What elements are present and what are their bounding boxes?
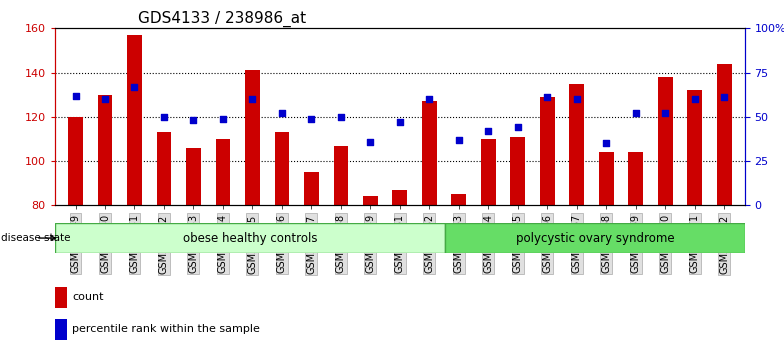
Point: [630, 110, 642, 116]
Bar: [245, 70, 260, 205]
Bar: [599, 152, 614, 205]
Point: [335, 114, 347, 120]
Point: [571, 96, 583, 102]
Bar: [363, 196, 378, 205]
Text: polycystic ovary syndrome: polycystic ovary syndrome: [516, 232, 674, 245]
Point: [129, 84, 141, 90]
Bar: [68, 117, 83, 205]
Point: [305, 116, 318, 121]
Point: [187, 118, 200, 123]
Point: [99, 96, 111, 102]
Point: [276, 110, 289, 116]
Text: count: count: [72, 292, 103, 302]
Bar: [304, 172, 319, 205]
Point: [718, 95, 731, 100]
Bar: [216, 139, 230, 205]
Text: obese healthy controls: obese healthy controls: [183, 232, 317, 245]
Bar: [127, 35, 142, 205]
Point: [482, 128, 495, 134]
Point: [541, 95, 554, 100]
Bar: [157, 132, 172, 205]
Point: [452, 137, 465, 143]
Point: [216, 116, 229, 121]
Point: [659, 110, 671, 116]
Text: disease state: disease state: [2, 233, 71, 243]
Bar: [186, 148, 201, 205]
Bar: [333, 145, 348, 205]
FancyBboxPatch shape: [445, 223, 745, 253]
Point: [158, 114, 170, 120]
Bar: [55, 287, 67, 308]
Text: GDS4133 / 238986_at: GDS4133 / 238986_at: [138, 11, 306, 27]
Point: [688, 96, 701, 102]
Point: [246, 96, 259, 102]
Bar: [628, 152, 643, 205]
Point: [364, 139, 376, 144]
Bar: [393, 190, 407, 205]
Text: percentile rank within the sample: percentile rank within the sample: [72, 324, 260, 334]
Bar: [481, 139, 495, 205]
Bar: [422, 101, 437, 205]
Bar: [717, 64, 731, 205]
Point: [600, 141, 612, 146]
Bar: [452, 194, 466, 205]
Bar: [569, 84, 584, 205]
Bar: [540, 97, 554, 205]
Bar: [274, 132, 289, 205]
Bar: [55, 319, 67, 340]
Bar: [98, 95, 112, 205]
Point: [511, 125, 524, 130]
Bar: [688, 90, 702, 205]
Point: [423, 96, 436, 102]
Point: [394, 119, 406, 125]
FancyBboxPatch shape: [55, 223, 445, 253]
Point: [69, 93, 82, 98]
Bar: [658, 77, 673, 205]
Bar: [510, 137, 525, 205]
